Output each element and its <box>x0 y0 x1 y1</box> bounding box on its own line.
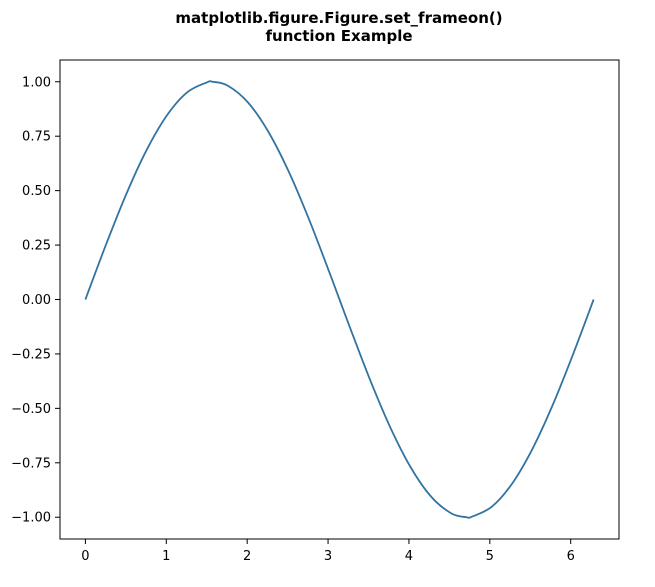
chart-title-line-1: matplotlib.figure.Figure.set_frameon() <box>175 9 502 27</box>
y-tick-label: 1.00 <box>22 75 51 90</box>
x-axis-ticks: 0 1 2 3 4 5 6 <box>81 539 575 564</box>
x-tick-label: 6 <box>567 549 575 564</box>
x-tick-label: 5 <box>486 549 494 564</box>
series-layer <box>84 80 595 519</box>
sine-series-line <box>84 80 595 519</box>
x-tick-label: 2 <box>243 549 251 564</box>
y-tick-label: 0.25 <box>22 239 51 254</box>
y-axis-ticks: 1.00 0.75 0.50 0.25 0.00 −0.25 −0.50 −0.75 −1.00 <box>11 75 60 526</box>
y-tick-label: 0.75 <box>22 130 51 145</box>
x-tick-label: 3 <box>324 549 332 564</box>
y-tick-label: −0.25 <box>11 347 51 362</box>
y-tick-label: −0.50 <box>11 402 51 417</box>
x-tick-label: 1 <box>162 549 170 564</box>
y-tick-label: 0.50 <box>22 184 51 199</box>
plot-frame <box>59 59 620 540</box>
y-tick-label: −0.75 <box>11 456 51 471</box>
y-tick-label: 0.00 <box>22 293 51 308</box>
y-tick-label: −1.00 <box>11 511 51 526</box>
x-tick-label: 0 <box>81 549 89 564</box>
chart-title-line-2: function Example <box>265 27 412 45</box>
x-tick-label: 4 <box>405 549 413 564</box>
